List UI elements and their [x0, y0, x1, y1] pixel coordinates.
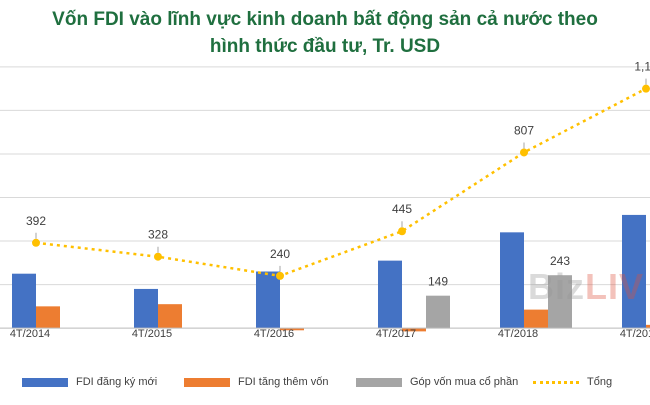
x-tick-label-3: 4T/2017: [376, 328, 416, 340]
total-data-label-3: 445: [392, 202, 412, 216]
bar-fdi-tăng-thêm-vốn-0: [36, 306, 60, 329]
total-point-0: [32, 238, 40, 247]
bar-fdi-tăng-thêm-vốn-4: [524, 309, 548, 329]
bar-fdi-đăng-ký-mới-3: [378, 260, 402, 329]
chart-title: Vốn FDI vào lĩnh vực kinh doanh bất động…: [0, 6, 650, 60]
bar-fdi-tăng-thêm-vốn-3: [402, 328, 426, 332]
bar-fdi-đăng-ký-mới-2: [256, 271, 280, 329]
bar-fdi-tăng-thêm-vốn-5: [646, 324, 650, 329]
legend-label-3: Tổng: [587, 376, 613, 388]
legend-item-1: FDI tăng thêm vốn: [184, 376, 329, 388]
bizlive-watermark: BizLIV: [528, 266, 645, 307]
legend-item-0: FDI đăng ký mới: [22, 376, 157, 388]
total-point-1: [154, 252, 162, 261]
bar-fdi-đăng-ký-mới-0: [12, 273, 36, 329]
total-data-label-5: 1,10: [634, 60, 650, 74]
bar-fdi-đăng-ký-mới-5: [622, 214, 646, 329]
legend-label-2: Góp vốn mua cổ phần: [410, 376, 519, 388]
total-point-2: [276, 271, 284, 280]
chart-plot: 4T/2014 4T/2015 4T/2016 4T/2017 4T/2018 4T/20…: [0, 60, 650, 340]
legend-swatch-1: [184, 377, 230, 387]
total-data-label-4: 807: [514, 123, 534, 137]
total-series-line: [35, 87, 647, 278]
x-tick-label-0: 4T/2014: [10, 328, 50, 340]
legend-item-2: Góp vốn mua cổ phần: [356, 376, 518, 388]
gop-von-data-label-4: 243: [550, 254, 570, 268]
bar-góp-vốn-mua-cổ-phần-3: [426, 295, 450, 329]
legend-label-1: FDI tăng thêm vốn: [238, 376, 329, 388]
total-point-4: [520, 148, 528, 157]
chart-title-line-2: hình thức đầu tư, Tr. USD: [209, 36, 441, 57]
x-tick-label-2: 4T/2016: [254, 328, 294, 340]
gop-von-data-label-3: 149: [428, 275, 448, 289]
x-tick-label-4: 4T/2018: [498, 328, 538, 340]
legend-item-3: Tổng: [533, 376, 612, 388]
bar-fdi-tăng-thêm-vốn-2: [280, 328, 304, 331]
bar-fdi-tăng-thêm-vốn-1: [158, 304, 182, 329]
legend-swatch-3: [533, 380, 579, 384]
x-tick-label-1: 4T/2015: [132, 328, 172, 340]
bar-fdi-đăng-ký-mới-4: [500, 232, 524, 329]
total-point-3: [398, 227, 406, 236]
legend-label-0: FDI đăng ký mới: [76, 376, 158, 388]
bar-fdi-đăng-ký-mới-1: [134, 288, 158, 329]
chart-legend: FDI đăng ký mới FDI tăng thêm vốn Góp vốn …: [0, 372, 650, 394]
total-data-label-2: 240: [270, 247, 290, 261]
chart-title-line-1: Vốn FDI vào lĩnh vực kinh doanh bất động…: [52, 9, 598, 30]
legend-swatch-0: [22, 377, 68, 387]
total-data-label-0: 392: [26, 214, 46, 228]
legend-swatch-2: [356, 377, 402, 387]
total-data-label-1: 328: [148, 228, 168, 242]
total-point-5: [642, 84, 650, 93]
bar-góp-vốn-mua-cổ-phần-4: [548, 275, 572, 329]
x-tick-label-5: 4T/2019: [620, 328, 650, 340]
